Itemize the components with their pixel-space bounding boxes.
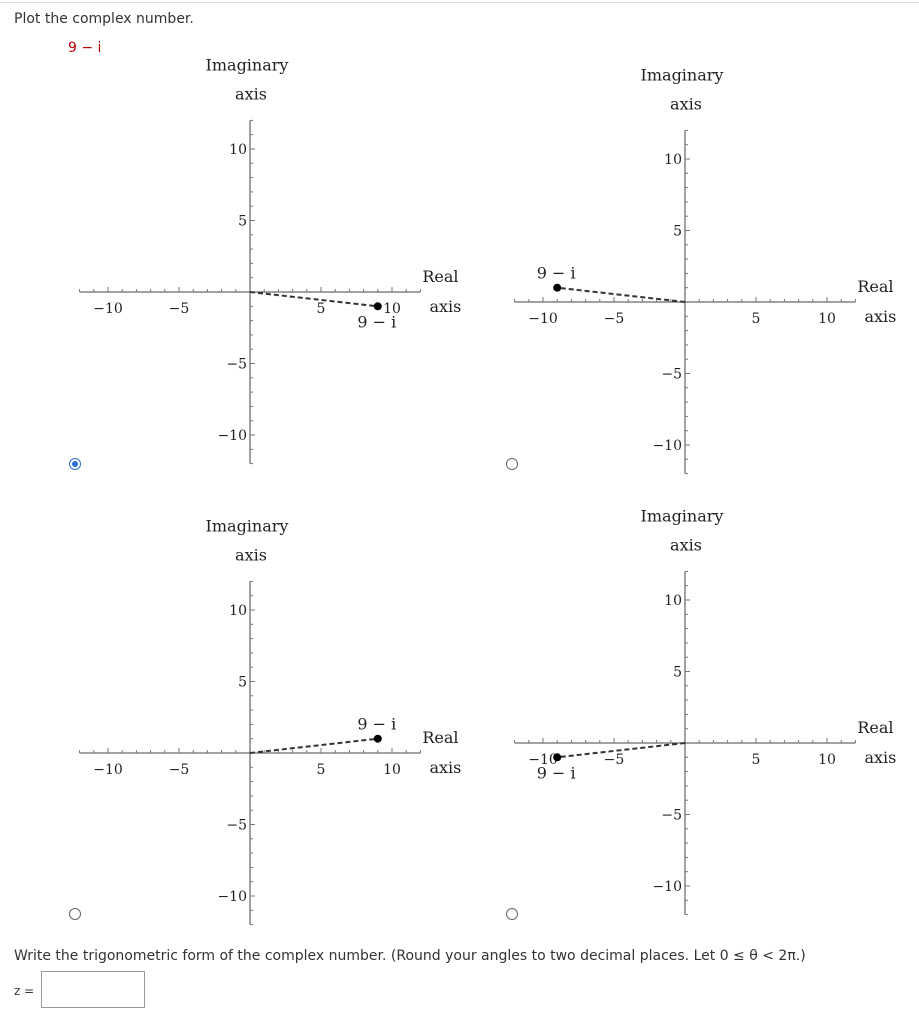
x-tick-label: 5 (752, 311, 761, 327)
y-tick-label: −5 (661, 367, 682, 383)
y-tick-label: 10 (664, 152, 682, 168)
y-tick-label: 10 (664, 593, 682, 609)
segment-to-point (557, 286, 686, 303)
z-label: z = (14, 984, 35, 998)
y-tick-label: 10 (229, 603, 247, 619)
y-tick-label: −5 (226, 818, 247, 834)
y-tick-label: −10 (217, 428, 247, 444)
x-tick-label: −5 (169, 301, 190, 317)
answer-input[interactable] (41, 971, 145, 1008)
imaginary-axis-label-2: axis (235, 84, 267, 103)
data-point (553, 283, 562, 292)
y-tick-label: −10 (217, 889, 247, 905)
x-tick-label: 10 (383, 301, 401, 317)
choice-radio-1[interactable] (69, 458, 81, 470)
y-tick-label: 5 (673, 665, 682, 681)
real-axis-label: Real (422, 728, 458, 747)
imaginary-axis-label-2: axis (670, 535, 702, 554)
segment-to-point (557, 742, 686, 759)
real-axis-label-2: axis (429, 758, 461, 777)
x-tick-label: −5 (604, 752, 625, 768)
segment-to-point (249, 737, 378, 754)
x-tick-label: −10 (93, 301, 123, 317)
data-point (373, 302, 382, 311)
y-tick-label: 5 (238, 214, 247, 230)
y-tick-label: −5 (661, 808, 682, 824)
y-tick-label: −5 (226, 357, 247, 373)
choice-radio-4[interactable] (506, 908, 518, 920)
real-axis-label-2: axis (864, 748, 896, 767)
real-axis-label-2: axis (864, 307, 896, 326)
imaginary-axis-label: Imaginary (641, 65, 724, 84)
y-tick-label: 5 (238, 675, 247, 691)
x-tick-label: 10 (383, 762, 401, 778)
top-divider (0, 2, 919, 3)
x-tick-label: 5 (752, 752, 761, 768)
point-label: 9 − i (357, 312, 396, 331)
imaginary-axis-label: Imaginary (206, 516, 289, 535)
trig-instruction: Write the trigonometric form of the comp… (14, 948, 806, 964)
y-tick-label: 10 (229, 142, 247, 158)
real-axis-label-2: axis (429, 297, 461, 316)
x-tick-label: −10 (528, 752, 558, 768)
choice-radio-3[interactable] (69, 908, 81, 920)
y-tick-label: −10 (652, 879, 682, 895)
point-label: 9 − i (537, 264, 576, 283)
chart-area: −10 −5 5 10 10 5 −5 −10 Imaginary axis Real axis 9 −… (79, 55, 896, 926)
point-label: 9 − i (537, 763, 576, 782)
imaginary-axis-label-2: axis (670, 94, 702, 113)
real-axis-label: Real (857, 718, 893, 737)
x-tick-label: −5 (604, 311, 625, 327)
data-point (553, 753, 562, 762)
x-tick-label: 10 (818, 311, 836, 327)
segment-to-point (249, 291, 378, 308)
imaginary-axis-label: Imaginary (206, 55, 289, 74)
x-tick-label: −5 (169, 762, 190, 778)
x-tick-label: 10 (818, 752, 836, 768)
x-tick-label: −10 (528, 311, 558, 327)
point-label: 9 − i (357, 715, 396, 734)
y-tick-label: 5 (673, 224, 682, 240)
imaginary-axis-label: Imaginary (641, 506, 724, 525)
y-tick-label: −10 (652, 438, 682, 454)
data-point (373, 734, 382, 743)
complex-number: 9 − i (68, 40, 102, 56)
choice-radio-2[interactable] (506, 458, 518, 470)
real-axis-label: Real (422, 267, 458, 286)
x-tick-label: 5 (317, 301, 326, 317)
imaginary-axis-label-2: axis (235, 545, 267, 564)
question-prompt: Plot the complex number. (14, 11, 194, 27)
real-axis-label: Real (857, 277, 893, 296)
x-tick-label: 5 (317, 762, 326, 778)
x-tick-label: −10 (93, 762, 123, 778)
